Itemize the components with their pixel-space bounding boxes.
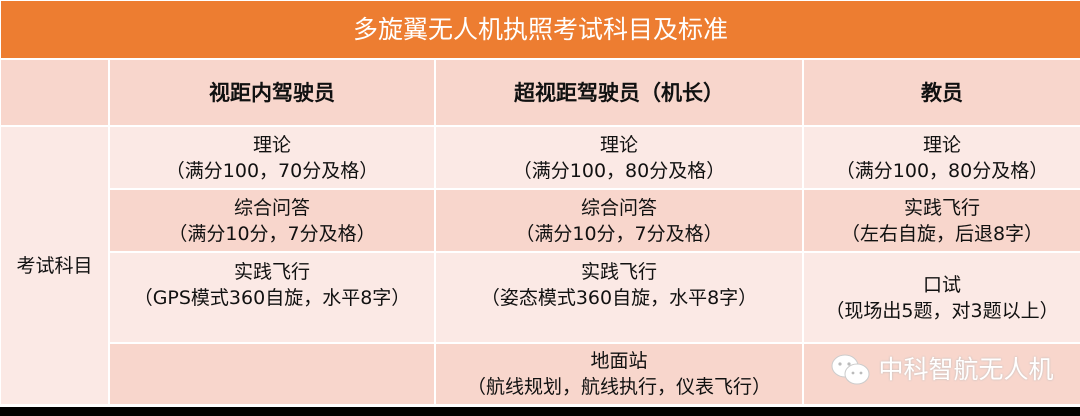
- subject-name: 综合问答: [580, 196, 657, 219]
- subject-detail: （左右自旋，后退8字）: [840, 222, 1044, 245]
- table-cell: 口试 （现场出5题，对3题以上）: [804, 253, 1080, 342]
- subject-name: 综合问答: [233, 196, 310, 219]
- subject-detail: （满分10分，7分及格）: [515, 222, 723, 245]
- row-label-exam-subjects: 考试科目: [1, 127, 108, 404]
- header-bvlos-captain: 超视距驾驶员（机长）: [436, 60, 802, 125]
- subject-name: 地面站: [590, 350, 648, 372]
- table-title: 多旋翼无人机执照考试科目及标准: [1, 1, 1080, 58]
- subject-detail: （满分100，80分及格）: [512, 159, 726, 182]
- header-empty: [1, 60, 108, 125]
- subject-name: 理论: [922, 133, 961, 156]
- subject-detail: （现场出5题，对3题以上）: [825, 299, 1059, 322]
- subject-name: 理论: [599, 133, 638, 156]
- watermark: 中科智航无人机: [804, 344, 1080, 404]
- table-cell: 地面站 （航线规划，航线执行，仪表飞行）: [436, 344, 802, 404]
- subject-detail: （满分10分，7分及格）: [168, 222, 376, 245]
- subject-detail: （航线规划，航线执行，仪表飞行）: [466, 376, 771, 398]
- header-instructor: 教员: [804, 60, 1080, 125]
- header-vlos-pilot: 视距内驾驶员: [110, 60, 434, 125]
- watermark-text: 中科智航无人机: [878, 355, 1054, 384]
- subject-detail: （GPS模式360自旋，水平8字）: [133, 287, 411, 309]
- subject-name: 口试: [922, 273, 961, 296]
- table-cell: 实践飞行 （GPS模式360自旋，水平8字）: [110, 253, 434, 342]
- table-cell-empty: [110, 344, 434, 404]
- exam-table: 多旋翼无人机执照考试科目及标准 视距内驾驶员 超视距驾驶员（机长） 教员 考试科…: [1, 1, 1080, 406]
- table-cell: 实践飞行 （姿态模式360自旋，水平8字）: [436, 253, 802, 342]
- subject-name: 实践飞行: [903, 196, 980, 219]
- table-cell: 综合问答 （满分10分，7分及格）: [110, 190, 434, 251]
- table-cell: 实践飞行 （左右自旋，后退8字）: [804, 190, 1080, 251]
- subject-name: 实践飞行: [580, 261, 657, 283]
- wechat-icon: [831, 354, 870, 385]
- subject-detail: （姿态模式360自旋，水平8字）: [480, 287, 758, 309]
- table-cell: 理论 （满分100，80分及格）: [436, 127, 802, 188]
- subject-name: 实践飞行: [233, 261, 310, 283]
- table-cell: 理论 （满分100，80分及格）: [804, 127, 1080, 188]
- table-cell: 综合问答 （满分10分，7分及格）: [436, 190, 802, 251]
- table-cell: 理论 （满分100，70分及格）: [110, 127, 434, 188]
- subject-detail: （满分100，80分及格）: [835, 159, 1049, 182]
- subject-detail: （满分100，70分及格）: [165, 159, 379, 182]
- subject-name: 理论: [252, 133, 291, 156]
- exam-table-container: 多旋翼无人机执照考试科目及标准 视距内驾驶员 超视距驾驶员（机长） 教员 考试科…: [0, 0, 1080, 407]
